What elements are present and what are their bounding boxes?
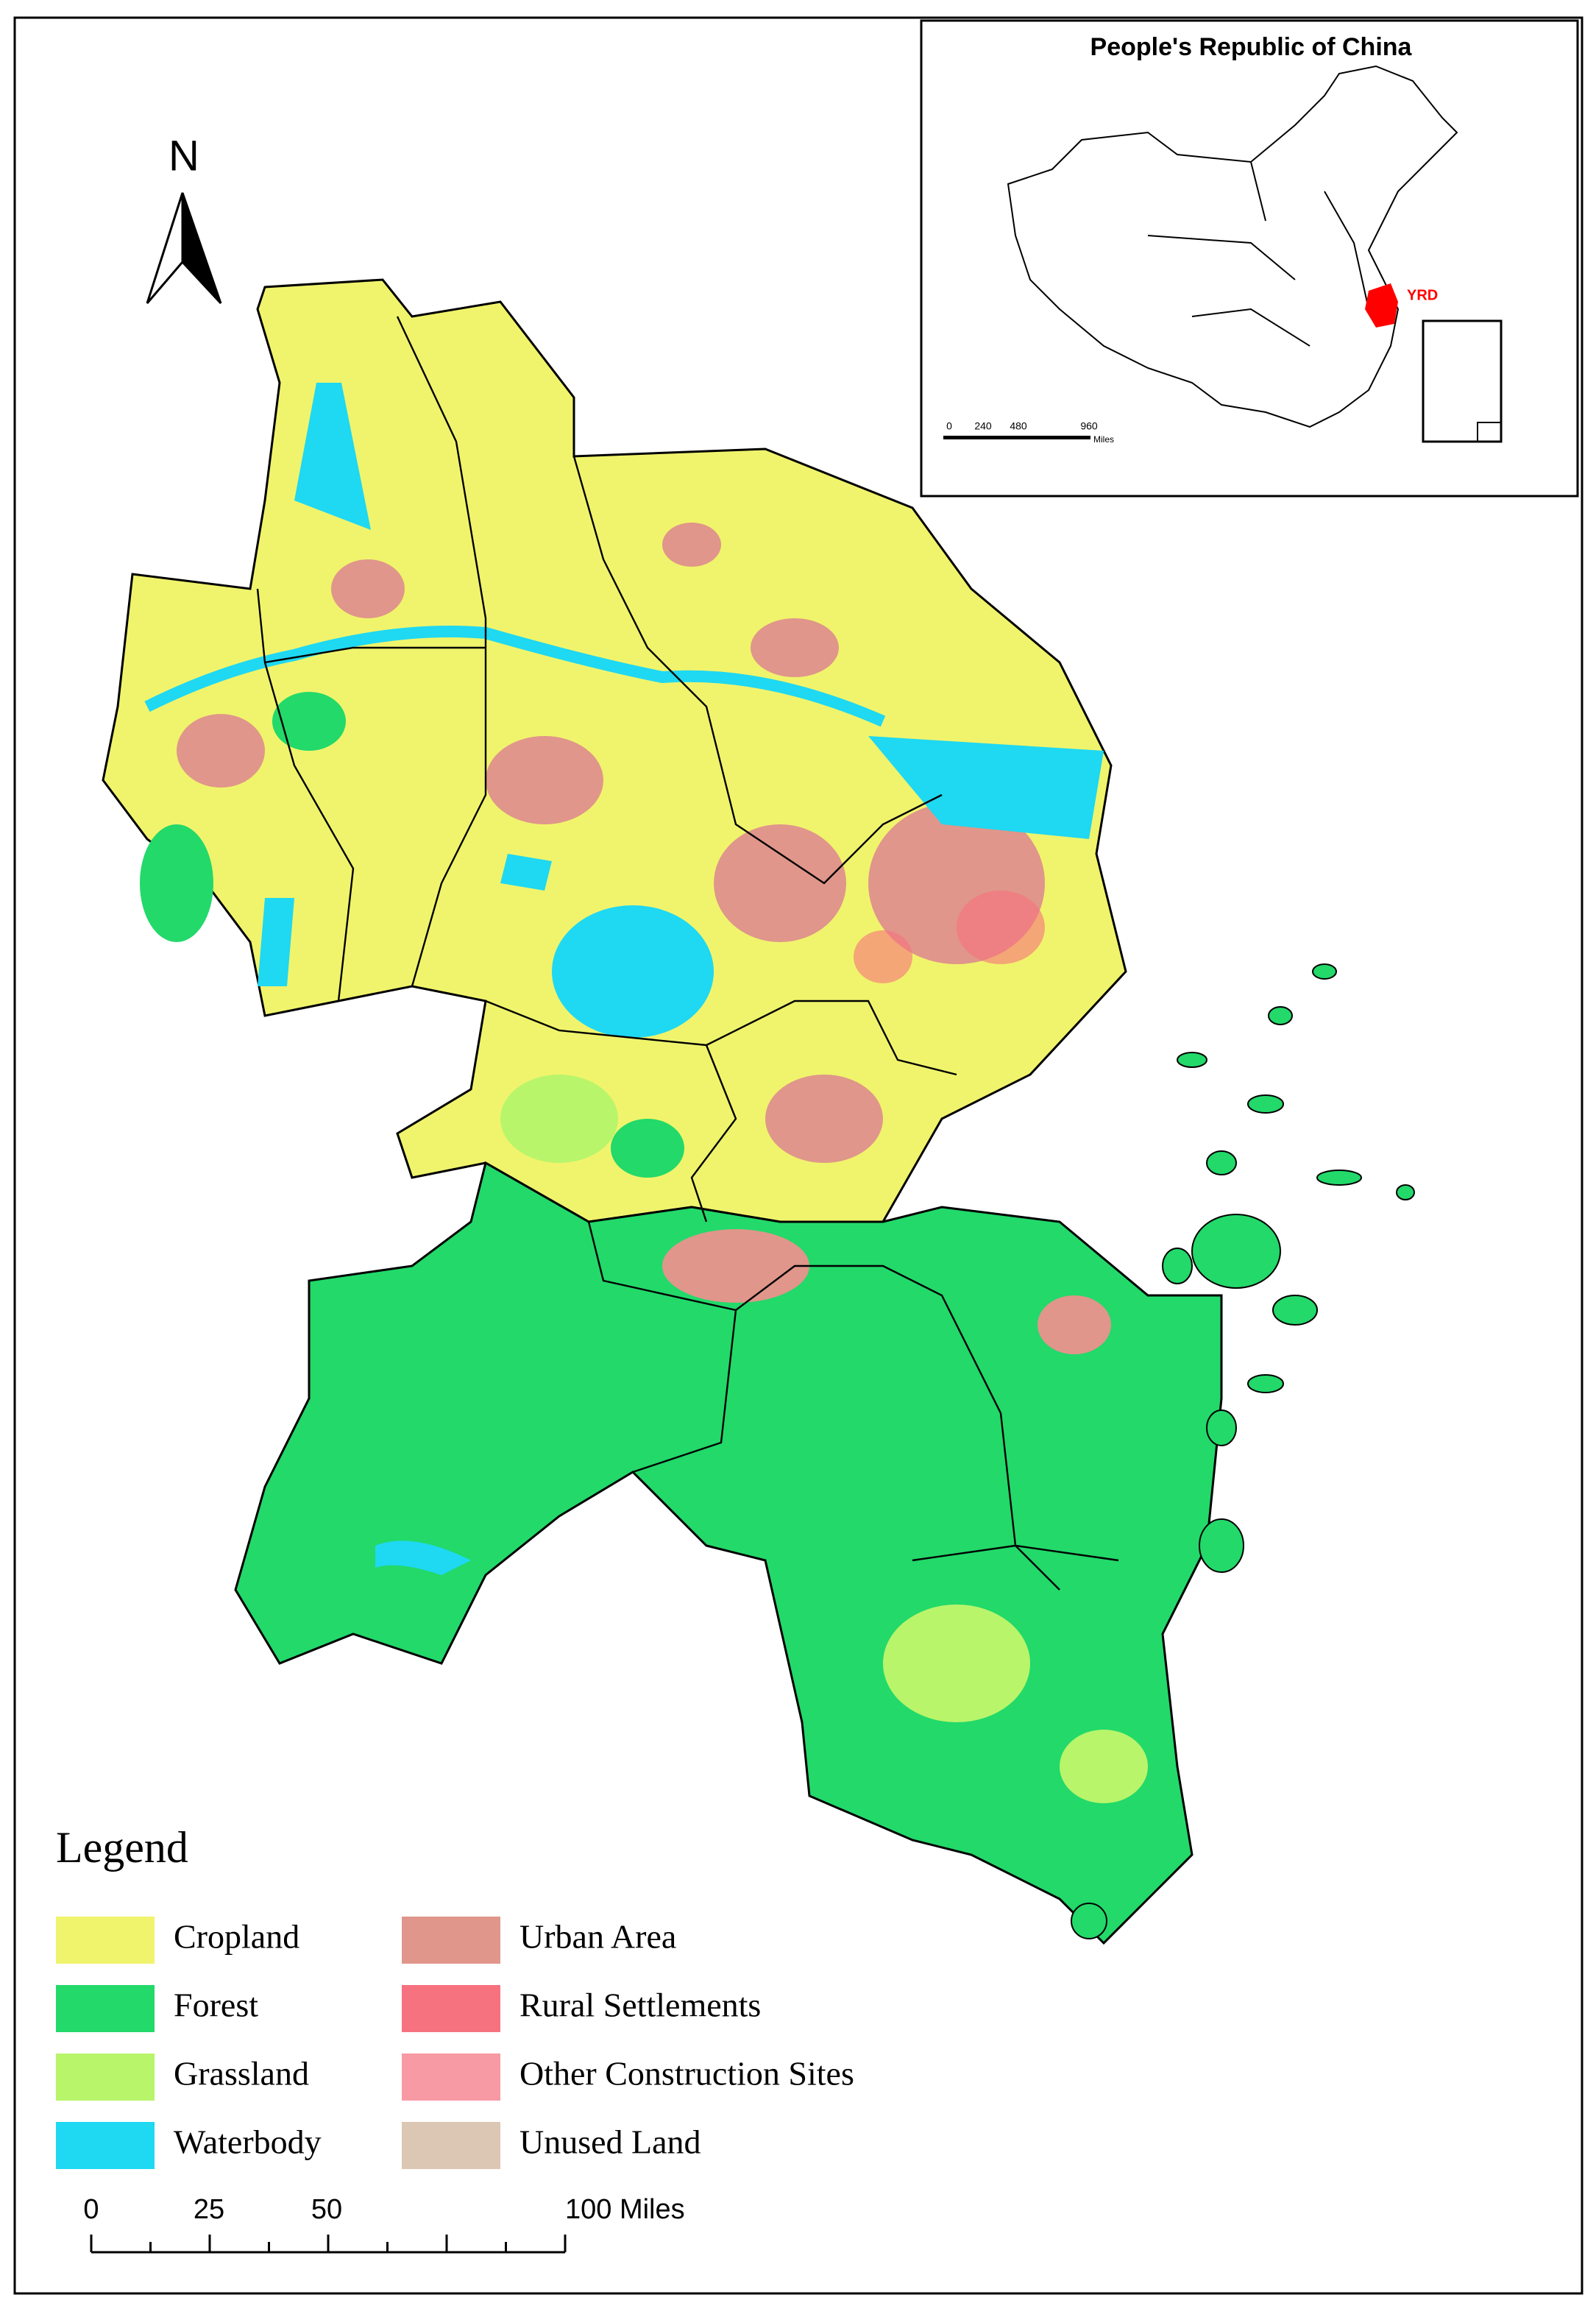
scale-label: 25 — [194, 2194, 224, 2225]
rural-patches — [854, 891, 1045, 983]
district-boundaries — [256, 316, 1119, 1591]
legend-label: Unused Land — [519, 2123, 701, 2161]
forest-patches — [140, 692, 684, 1178]
inset-scale-label: 240 — [974, 420, 992, 432]
legend-label: Rural Settlements — [519, 1987, 761, 2024]
inset-title: People's Republic of China — [1090, 33, 1413, 61]
north-label: N — [169, 132, 199, 180]
legend-title: Legend — [56, 1823, 188, 1872]
legend-label: Waterbody — [174, 2123, 322, 2161]
islands — [1071, 963, 1415, 1939]
legend-swatch — [402, 2053, 500, 2101]
china-outline — [1007, 65, 1458, 428]
inset-scale-label: 0 — [946, 420, 952, 432]
water-bodies — [258, 383, 1104, 1575]
legend-label: Cropland — [174, 1918, 299, 1956]
inset-scale-label: 960 — [1080, 420, 1098, 432]
legend-label: Other Construction Sites — [519, 2055, 854, 2092]
urban-patches — [177, 523, 1111, 1354]
yrd-region — [1365, 283, 1398, 328]
grass-patches — [500, 1075, 1148, 1803]
legend-swatch — [402, 1985, 500, 2032]
scale-label: 50 — [311, 2194, 342, 2225]
south-region — [234, 1161, 1223, 1945]
legend: Cropland Forest Grassland Waterbody Urban Ar… — [56, 1917, 854, 2169]
scale-label: 100 Miles — [565, 2194, 685, 2225]
inset-scale-unit: Miles — [1093, 434, 1114, 445]
legend-swatch — [56, 1917, 155, 1964]
scale-label: 0 — [83, 2194, 99, 2225]
legend-swatch — [56, 2053, 155, 2101]
yrd-label: YRD — [1407, 287, 1438, 303]
inset-scale-label: 480 — [1010, 420, 1027, 432]
inset-map: People's Republic of China YRD 0 240 480 96… — [920, 19, 1579, 498]
scale-bar: 0 25 50 100 Miles — [83, 2194, 685, 2254]
legend-swatch — [402, 1917, 500, 1964]
north-arrow: N — [146, 132, 222, 305]
legend-label: Urban Area — [519, 1918, 676, 1956]
legend-swatch — [56, 2122, 155, 2169]
region-map — [102, 278, 1415, 1945]
legend-swatch — [56, 1985, 155, 2032]
legend-label: Grassland — [174, 2055, 309, 2092]
legend-label: Forest — [174, 1987, 258, 2024]
inset-scale-bar: 0 240 480 960 Miles — [943, 420, 1114, 445]
legend-swatch — [402, 2122, 500, 2169]
